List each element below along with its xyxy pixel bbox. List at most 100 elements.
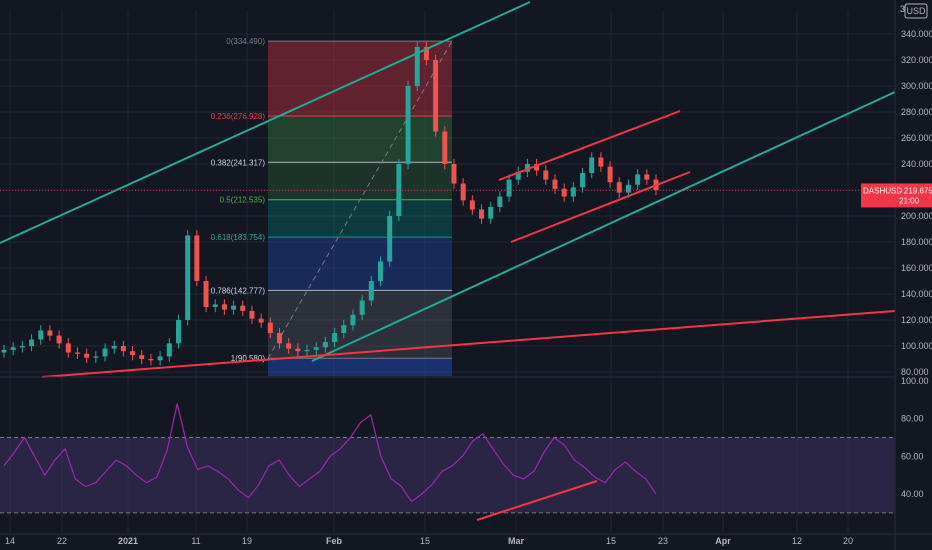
candle-body[interactable]	[139, 355, 145, 359]
candle-body[interactable]	[166, 343, 172, 357]
candle-body[interactable]	[313, 347, 319, 350]
candle-body[interactable]	[47, 330, 53, 336]
candle-body[interactable]	[175, 320, 181, 344]
price-tick-label: 160.000	[901, 263, 932, 273]
rsi-divergence-line[interactable]	[476, 480, 598, 521]
candle-body[interactable]	[56, 335, 62, 344]
candle-body[interactable]	[359, 300, 365, 315]
candle-body[interactable]	[534, 164, 540, 171]
time-tick-label: 23	[658, 536, 668, 546]
currency-selector[interactable]	[904, 3, 928, 19]
candle-body[interactable]	[29, 339, 35, 347]
candle-body[interactable]	[543, 170, 549, 180]
candle-body[interactable]	[561, 188, 567, 197]
candle-body[interactable]	[589, 157, 595, 174]
candle-body[interactable]	[267, 322, 273, 333]
candle-body[interactable]	[93, 356, 99, 358]
candle-body[interactable]	[1, 349, 7, 353]
time-tick-label: 12	[792, 536, 802, 546]
candle-body[interactable]	[295, 348, 301, 352]
candle-body[interactable]	[111, 346, 117, 349]
trendline-lower-channel[interactable]	[311, 91, 896, 362]
candle-body[interactable]	[433, 60, 439, 132]
candle-body[interactable]	[38, 330, 44, 340]
candle-body[interactable]	[65, 343, 71, 353]
fib-level-label: 0.5(212.535)	[220, 196, 266, 205]
candle-body[interactable]	[598, 157, 604, 167]
currency-label: USD	[906, 6, 926, 16]
candle-body[interactable]	[258, 318, 264, 323]
candle-body[interactable]	[625, 184, 631, 193]
candle-body[interactable]	[644, 174, 650, 180]
candle-body[interactable]	[231, 305, 237, 310]
candle-body[interactable]	[378, 261, 384, 282]
candle-body[interactable]	[286, 343, 292, 349]
candle-body[interactable]	[148, 359, 154, 361]
candle-body[interactable]	[506, 179, 512, 197]
fib-zone	[268, 162, 452, 200]
time-tick-label: 14	[5, 536, 15, 546]
price-axis-bg	[895, 0, 932, 550]
candle-body[interactable]	[607, 166, 613, 183]
time-tick-label: 2021	[118, 536, 138, 546]
candle-body[interactable]	[635, 174, 641, 185]
fib-level-label: 0(334.490)	[226, 37, 265, 46]
candle-body[interactable]	[120, 346, 126, 352]
candle-body[interactable]	[240, 305, 246, 311]
candle-body[interactable]	[74, 352, 80, 354]
candle-body[interactable]	[212, 304, 218, 307]
candle-body[interactable]	[10, 347, 16, 350]
candle-body[interactable]	[19, 346, 25, 348]
candle-body[interactable]	[350, 314, 356, 326]
candle-body[interactable]	[479, 209, 485, 219]
candle-body[interactable]	[515, 171, 521, 180]
candle-body[interactable]	[497, 196, 503, 207]
candle-body[interactable]	[469, 200, 475, 210]
trendline-long-support[interactable]	[41, 310, 896, 378]
fib-trend-dashed	[267, 40, 453, 359]
candle-body[interactable]	[221, 304, 227, 310]
rsi-line[interactable]	[3, 403, 657, 503]
candle-body[interactable]	[414, 47, 420, 86]
candle-body[interactable]	[387, 216, 393, 262]
fib-zone	[268, 115, 452, 163]
fib-level-label: 0.236(276.928)	[211, 112, 266, 121]
price-badge[interactable]	[861, 183, 932, 208]
candle-body[interactable]	[368, 281, 374, 301]
candle-body[interactable]	[157, 356, 163, 361]
candle-body[interactable]	[341, 325, 347, 333]
candle-body[interactable]	[552, 179, 558, 189]
candle-body[interactable]	[84, 353, 90, 358]
candle-body[interactable]	[249, 310, 255, 319]
candle-body[interactable]	[580, 173, 586, 188]
trendline-channel-top[interactable]	[498, 110, 681, 181]
trendline-channel-bottom[interactable]	[510, 171, 691, 243]
trendline-upper-channel[interactable]	[0, 1, 531, 244]
candle-body[interactable]	[304, 349, 310, 352]
candle-body[interactable]	[616, 182, 622, 193]
candle-body[interactable]	[185, 235, 191, 321]
fib-level-label: 1(90.580)	[231, 354, 266, 363]
candle-body[interactable]	[442, 131, 448, 165]
corner-label: 3	[900, 4, 905, 14]
time-tick-label: Apr	[715, 536, 731, 546]
price-tick-label: 80.000	[901, 367, 929, 377]
candle-body[interactable]	[276, 333, 282, 344]
candle-body[interactable]	[451, 164, 457, 184]
candle-body[interactable]	[203, 281, 209, 307]
candle-body[interactable]	[322, 342, 328, 348]
price-tick-label: 240.000	[901, 159, 932, 169]
fib-level-label: 0.382(241.317)	[211, 158, 266, 167]
candle-body[interactable]	[194, 235, 200, 282]
candle-body[interactable]	[460, 183, 466, 201]
candle-body[interactable]	[488, 206, 494, 219]
candle-body[interactable]	[102, 348, 108, 357]
candle-body[interactable]	[332, 333, 338, 343]
candle-body[interactable]	[524, 164, 530, 172]
candle-body[interactable]	[130, 351, 136, 356]
candle-body[interactable]	[405, 86, 411, 164]
candle-body[interactable]	[396, 164, 402, 216]
candle-body[interactable]	[423, 47, 429, 60]
candle-body[interactable]	[570, 187, 576, 197]
